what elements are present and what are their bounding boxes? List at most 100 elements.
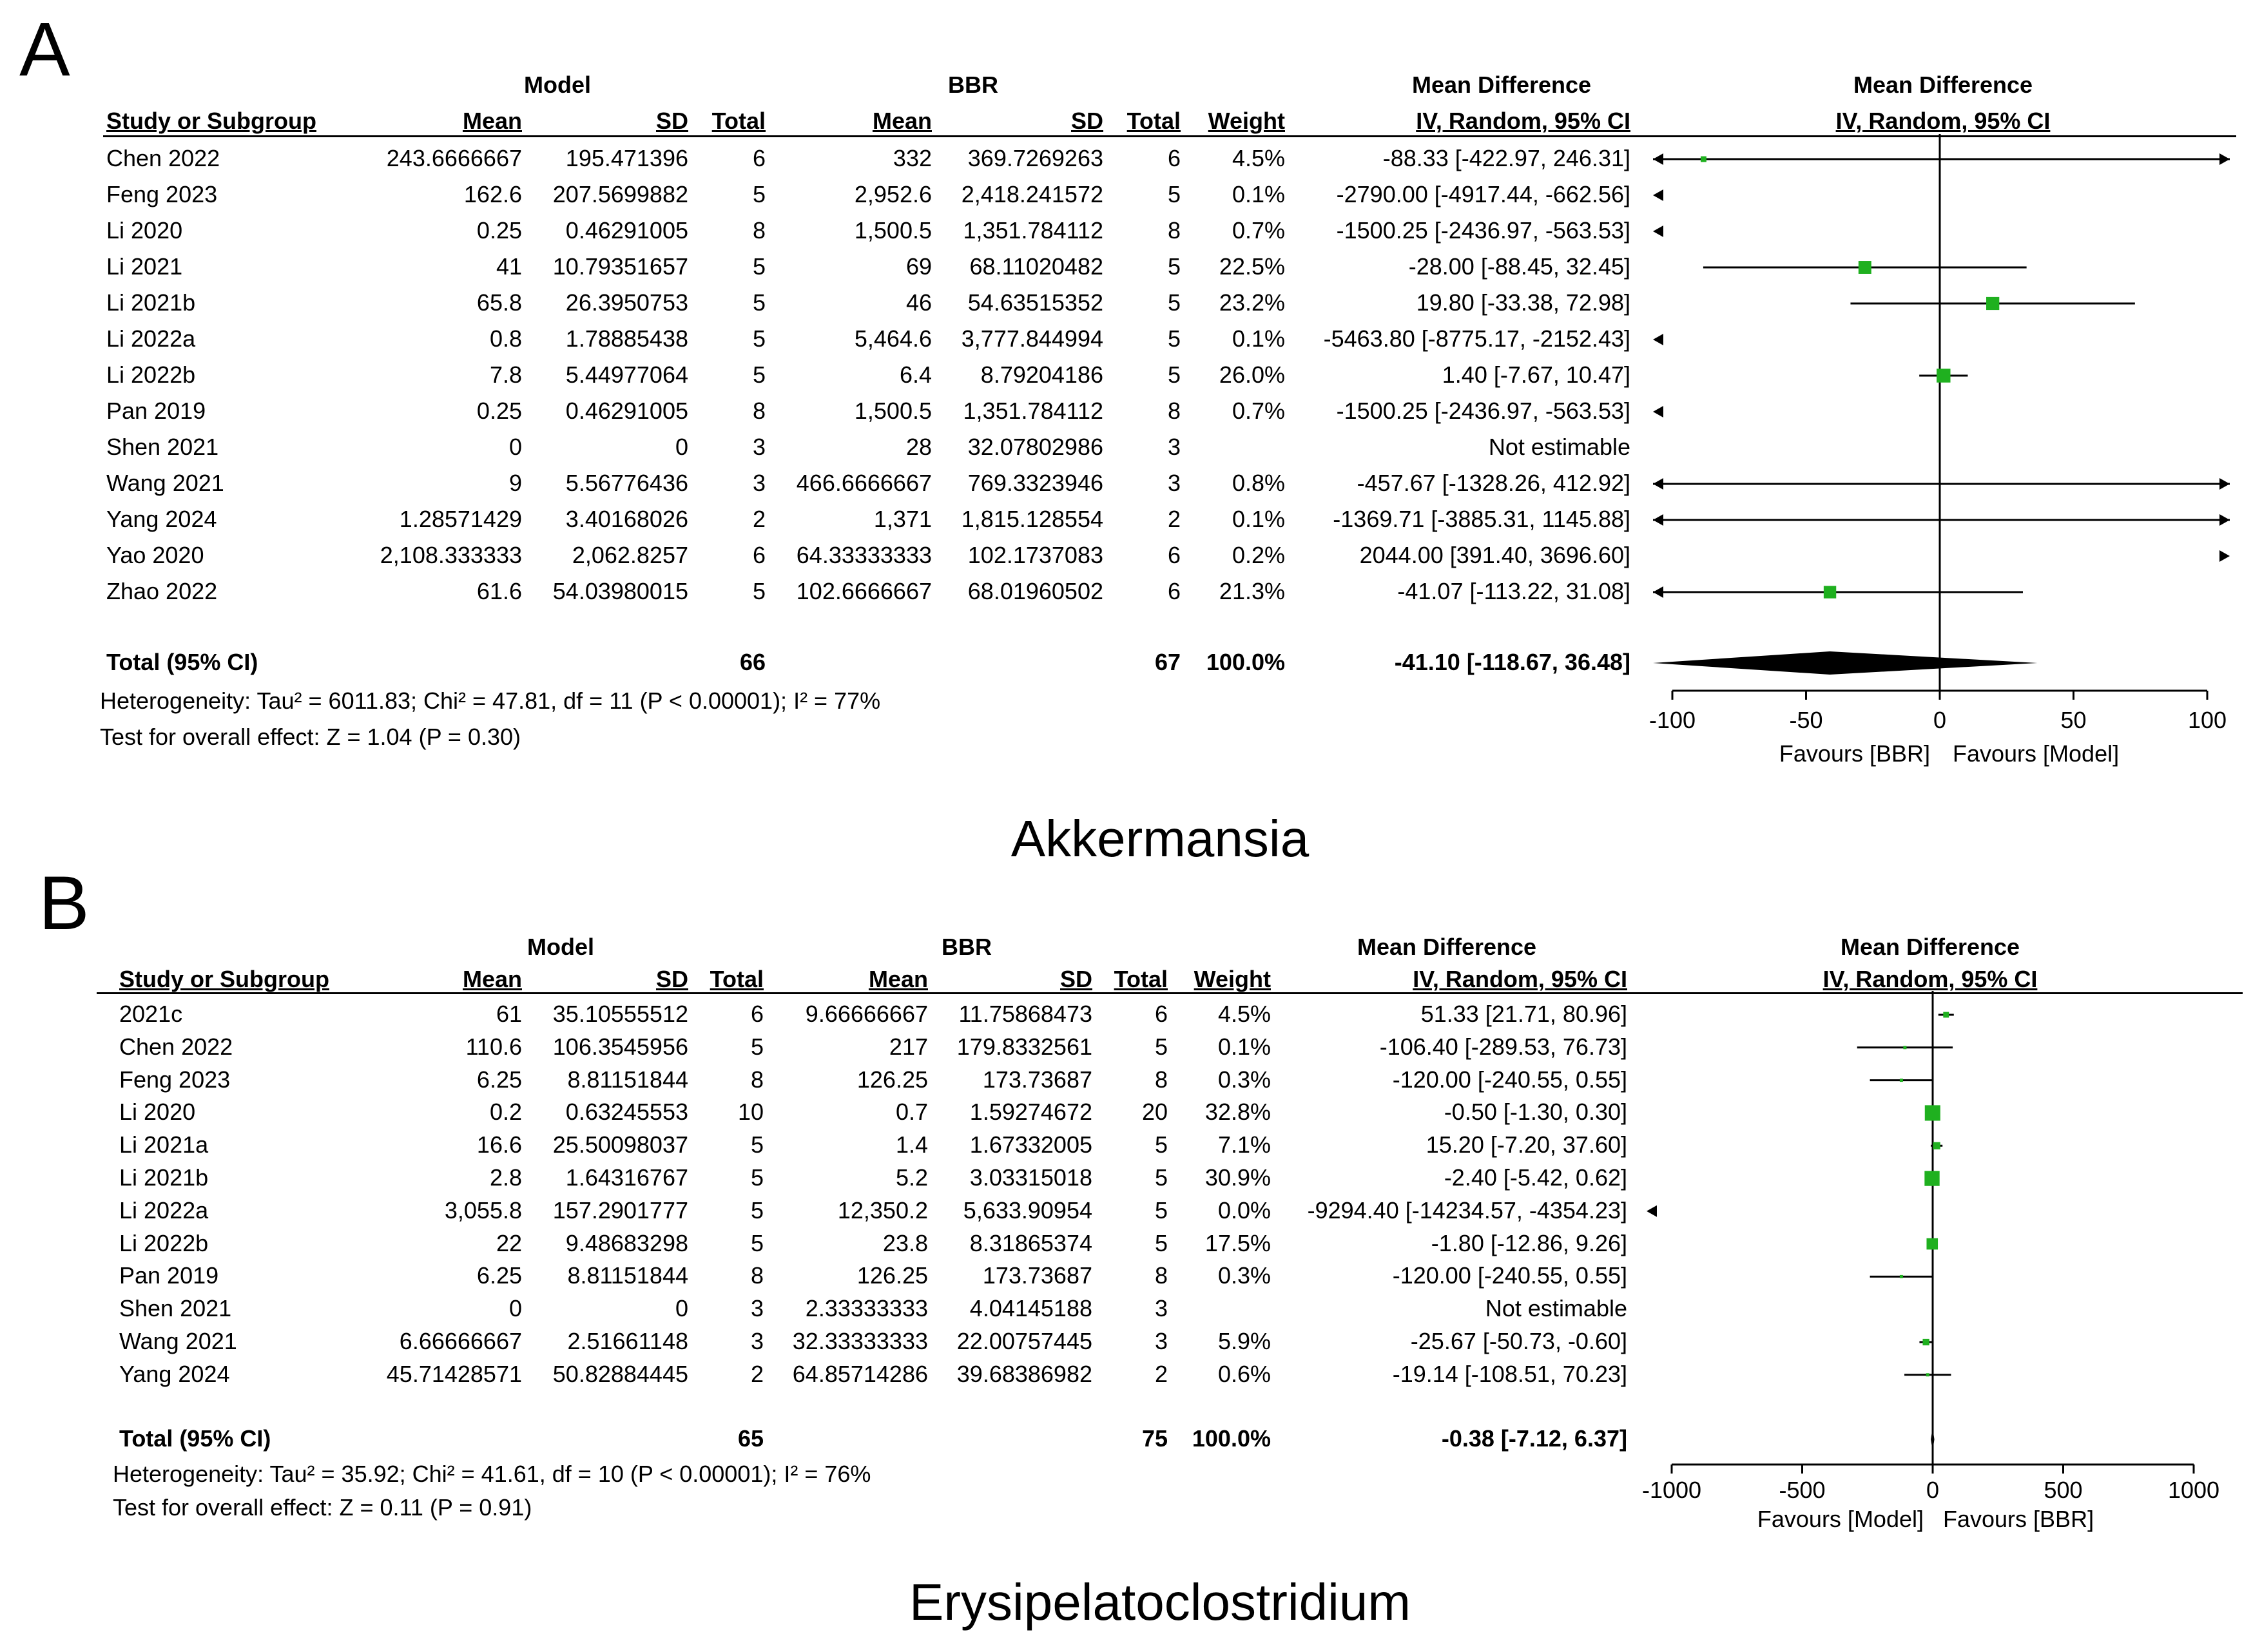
bbr-total: 6 [1167, 542, 1181, 568]
study-md-ci: -41.07 [-113.22, 31.08] [1397, 578, 1630, 604]
model-mean: 9 [508, 470, 522, 496]
study-estimate [1653, 226, 1663, 237]
model-sd: 54.03980015 [552, 578, 688, 604]
x-tick-label: -500 [1779, 1477, 1825, 1503]
model-total: 3 [752, 470, 766, 496]
model-total: 8 [750, 1262, 764, 1289]
model-total: 6 [752, 542, 766, 568]
bbr-mean: 466.6666667 [796, 470, 932, 496]
model-mean: 6.66666667 [399, 1328, 522, 1354]
model-mean: 7.8 [489, 361, 522, 388]
point-estimate [1937, 369, 1951, 383]
bbr-sd: 173.73687 [982, 1262, 1092, 1289]
study-name: Yao 2020 [106, 542, 204, 568]
study-name: Chen 2022 [119, 1033, 233, 1060]
bbr-mean: 69 [905, 253, 932, 280]
study-weight: 26.0% [1219, 361, 1285, 388]
model-total: 5 [750, 1033, 764, 1060]
study-estimate [1653, 478, 2230, 490]
bbr-total: 6 [1167, 578, 1181, 604]
model-sd: 207.5699882 [552, 181, 688, 207]
bbr-sd: 3,777.844994 [961, 325, 1103, 352]
study-weight: 0.6% [1217, 1360, 1271, 1387]
group2-header: BBR [948, 72, 998, 98]
model-sd: 0 [675, 434, 688, 460]
ci-arrow-left [1653, 189, 1663, 201]
model-sd: 1.78885438 [565, 325, 688, 352]
panel-letter: B [39, 861, 90, 946]
study-name: Li 2021a [119, 1131, 209, 1158]
study-md-ci: -25.67 [-50.73, -0.60] [1410, 1328, 1627, 1354]
bbr-sd: 1.67332005 [969, 1131, 1092, 1158]
x-tick-label: 1000 [2168, 1477, 2219, 1503]
study-weight: 0.1% [1232, 506, 1285, 532]
model-total: 8 [752, 217, 766, 244]
model-mean: 0.2 [489, 1099, 522, 1126]
study-estimate [1870, 1274, 1933, 1278]
study-weight: 0.7% [1232, 398, 1285, 424]
bbr-sd: 4.04145188 [969, 1295, 1092, 1322]
study-weight: 4.5% [1217, 1001, 1271, 1027]
group2-header: BBR [942, 934, 992, 960]
bbr-sd: 102.1737083 [967, 542, 1103, 568]
bbr-total: 2 [1167, 506, 1181, 532]
model-mean: 1.28571429 [399, 506, 522, 532]
bbr-mean: 28 [905, 434, 932, 460]
total-model-n: 65 [737, 1425, 764, 1452]
bbr-sd: 22.00757445 [956, 1328, 1092, 1354]
bbr-sd: 54.63515352 [967, 289, 1103, 316]
pooled-diamond [1931, 1428, 1935, 1451]
x-tick-label: 500 [2044, 1477, 2082, 1503]
model-sd: 1.64316767 [565, 1164, 688, 1191]
study-weight: 0.1% [1217, 1033, 1271, 1060]
favours-left-label: Favours [Model] [1757, 1506, 1924, 1532]
col-mean-bbr: Mean [872, 108, 932, 134]
total-label: Total (95% CI) [119, 1425, 271, 1452]
total-weight: 100.0% [1192, 1425, 1271, 1452]
bbr-total: 3 [1154, 1295, 1168, 1322]
study-md-ci: -1500.25 [-2436.97, -563.53] [1336, 217, 1630, 244]
model-total: 5 [752, 289, 766, 316]
study-md-ci: -1500.25 [-2436.97, -563.53] [1336, 398, 1630, 424]
bbr-sd: 39.68386982 [956, 1360, 1092, 1387]
model-mean: 0 [508, 434, 522, 460]
header-rule [97, 992, 2243, 994]
bbr-mean: 1,500.5 [854, 398, 932, 424]
bbr-mean: 2,952.6 [854, 181, 932, 207]
study-weight: 4.5% [1232, 145, 1285, 171]
model-sd: 157.2901777 [552, 1196, 688, 1224]
study-estimate [1938, 1012, 1954, 1018]
x-tick-label: -100 [1649, 707, 1696, 733]
model-sd: 195.471396 [565, 145, 688, 171]
model-mean: 6.25 [476, 1066, 522, 1093]
x-tick-label: 0 [1926, 1477, 1939, 1503]
study-estimate [1919, 369, 1968, 383]
ci-arrow-right [2219, 514, 2230, 526]
study-estimate [1653, 586, 2023, 599]
study-estimate [1924, 1105, 1940, 1121]
study-weight: 32.8% [1204, 1099, 1271, 1126]
model-mean: 65.8 [476, 289, 522, 316]
bbr-mean: 126.25 [856, 1262, 928, 1289]
bbr-mean: 1,371 [873, 506, 932, 532]
model-total: 10 [737, 1099, 764, 1126]
bbr-total: 8 [1154, 1262, 1168, 1289]
study-name: Li 2021 [106, 253, 183, 280]
study-weight: 22.5% [1219, 253, 1285, 280]
model-total: 3 [750, 1295, 764, 1322]
total-md-ci: -41.10 [-118.67, 36.48] [1394, 649, 1630, 675]
study-weight: 23.2% [1219, 289, 1285, 316]
overall-effect-text: Test for overall effect: Z = 1.04 (P = 0… [100, 724, 521, 750]
x-tick-label: -1000 [1642, 1477, 1701, 1503]
study-name: Yang 2024 [106, 506, 217, 532]
col-sd-model: SD [655, 966, 688, 992]
bbr-sd: 2,418.241572 [961, 181, 1103, 207]
study-weight: 0.0% [1217, 1196, 1271, 1224]
study-md-ci: -1369.71 [-3885.31, 1145.88] [1333, 506, 1630, 532]
study-md-ci: -88.33 [-422.97, 246.31] [1382, 145, 1630, 171]
group1-header: Model [524, 72, 591, 98]
study-weight: 0.1% [1232, 181, 1285, 207]
col-total-model: Total [711, 108, 766, 134]
study-name: Li 2021b [106, 289, 196, 316]
study-name: Zhao 2022 [106, 578, 218, 604]
